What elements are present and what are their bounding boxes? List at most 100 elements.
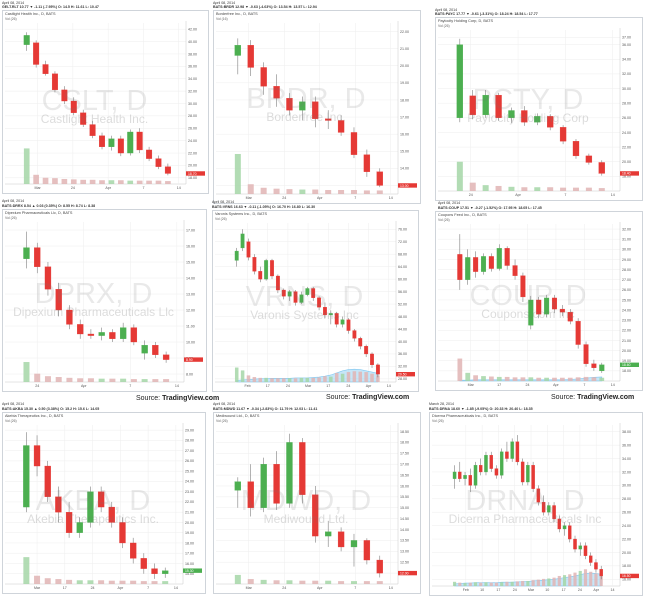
candle-body [559, 127, 567, 142]
y-tick-label: 15.00 [186, 260, 195, 264]
y-tick-label: 34.00 [622, 58, 631, 62]
volume-bar [334, 372, 339, 382]
candle-body [164, 166, 171, 174]
y-tick-label: 18.00 [622, 564, 631, 568]
volume-bar [572, 187, 579, 191]
y-tick-label: 30.00 [622, 248, 631, 252]
y-tick-label: 36.00 [622, 43, 631, 47]
candle-body [504, 248, 510, 266]
volume-bar [520, 377, 526, 381]
candle-body [594, 562, 598, 570]
volume-bar [568, 574, 572, 586]
y-tick-label: 38.00 [622, 430, 631, 434]
volume-bar [23, 557, 30, 584]
y-tick-label: 12.00 [186, 308, 195, 312]
source-credit-prefix: Source: [551, 394, 578, 401]
volume-bar [162, 581, 169, 584]
candle-body [567, 311, 573, 322]
y-tick-label: 20.00 [400, 64, 409, 68]
candle-body [552, 505, 556, 520]
candle-body [33, 42, 40, 65]
y-tick-label: 22.00 [622, 329, 631, 333]
chart-panel-pcty[interactable]: 37.00 36.00 34.00 32.00 30.00 28.00 26.00 24.00… [435, 17, 643, 201]
x-tick-label: Mar [246, 586, 253, 590]
volume-bar [534, 187, 541, 191]
volume-bar [273, 188, 280, 194]
y-tick-label: 19.00 [185, 531, 194, 535]
y-tick-label: 14.00 [400, 167, 409, 171]
volume-bar [76, 580, 83, 584]
candle-body [80, 112, 87, 125]
y-tick-label: 20.00 [188, 164, 197, 168]
source-credit-prefix: Source: [136, 395, 163, 402]
volume-bar [521, 187, 528, 191]
volume-bar [258, 377, 263, 382]
source-credit-prefix: Source: [326, 394, 353, 401]
chart-panel-drna[interactable]: 38.00 36.00 34.00 32.00 30.00 28.00 26.00 24.00… [429, 412, 643, 596]
chart-panel-brdr[interactable]: 22.00 21.00 20.00 19.00 18.00 17.00 16.00 15.00… [213, 10, 421, 204]
volume-label: Vol (26) [438, 24, 450, 28]
candle-body [557, 518, 562, 530]
x-tick-label: 17 [266, 384, 270, 388]
y-tick-label: 17.00 [185, 552, 194, 556]
volume-bar [338, 581, 345, 584]
chart-panel-cslt[interactable]: 42.00 40.00 38.00 36.00 34.00 32.00 30.00 28.00… [2, 10, 209, 194]
x-tick-label: 7 [129, 384, 131, 388]
volume-bar [299, 189, 306, 194]
volume-bar [557, 575, 561, 586]
chart-panel-dprx[interactable]: 17.00 16.00 15.00 14.00 13.00 12.00 11.00 10.00… [2, 209, 207, 392]
candle-body [534, 116, 541, 123]
x-tick-label: Apr [317, 586, 323, 590]
x-tick-label: Feb [244, 384, 250, 388]
candle-body [536, 488, 541, 503]
y-tick-label: 16.00 [186, 244, 195, 248]
volume-bar [350, 581, 357, 584]
chart-panel-mdwd[interactable]: 18.50 18.00 17.50 17.00 16.50 16.00 15.50 15.00… [213, 412, 421, 594]
volume-bar [66, 377, 73, 382]
volume-bar [312, 189, 319, 194]
y-tick-label: 27.00 [185, 449, 194, 453]
watermark-name: Borderfree Inc. [266, 110, 346, 124]
candle-body [573, 538, 577, 550]
y-tick-label: 18.00 [188, 176, 197, 180]
candle-body [44, 266, 52, 290]
candle-body [264, 260, 269, 280]
volume-bar [552, 577, 556, 586]
y-tick-label: 20.00 [185, 521, 194, 525]
chart-date: March 28, 2014 [429, 402, 454, 406]
volume-bar [560, 377, 565, 381]
candle-body [480, 256, 487, 272]
candle-body [376, 171, 383, 186]
x-tick-label: 24 [578, 588, 582, 592]
chart-title: Dipexium Pharmaceuticals Llc, D, BATS [5, 211, 73, 215]
chart-panel-vrns[interactable]: 76.00 72.00 68.00 64.00 60.00 56.00 52.00 48.00… [212, 210, 419, 392]
y-tick-label: 28.00 [398, 377, 407, 381]
chart-date: April 08, 2014 [213, 1, 236, 5]
volume-bar [247, 184, 254, 194]
chart-title: Borderfree Inc., D, BATS [216, 12, 258, 16]
candle-body [350, 540, 358, 548]
candle-body [305, 288, 310, 295]
x-tick-label: 10 [545, 588, 549, 592]
candle-body [350, 132, 358, 155]
volume-bar [547, 578, 551, 586]
y-tick-label: 23.00 [622, 319, 631, 323]
y-tick-label: 22.00 [622, 537, 631, 541]
volume-bar [130, 580, 137, 584]
last-price-tag [398, 570, 417, 576]
x-tick-label: 14 [387, 384, 391, 388]
x-tick-label: Feb [463, 588, 469, 592]
candle-body [136, 131, 143, 151]
candlestick-chart: 22.00 21.00 20.00 19.00 18.00 17.00 16.00 15.00… [216, 21, 417, 200]
y-tick-label: 44.00 [398, 327, 407, 331]
watermark-ticker: CSLT, D [41, 85, 148, 117]
chart-panel-coup[interactable]: 32.00 31.00 30.00 29.00 28.00 27.00 26.00 25.00… [435, 211, 643, 391]
y-tick-label: 15.00 [400, 506, 409, 510]
volume-bar [376, 581, 383, 584]
last-price-label: 12.00 [400, 571, 409, 575]
x-tick-label: 24 [282, 196, 286, 200]
volume-bar [376, 375, 380, 382]
chart-panel-akba[interactable]: 29.00 28.00 27.00 26.00 25.00 24.00 23.00 22.00… [2, 412, 206, 594]
candle-body [488, 256, 494, 269]
volume-bar [352, 371, 357, 382]
